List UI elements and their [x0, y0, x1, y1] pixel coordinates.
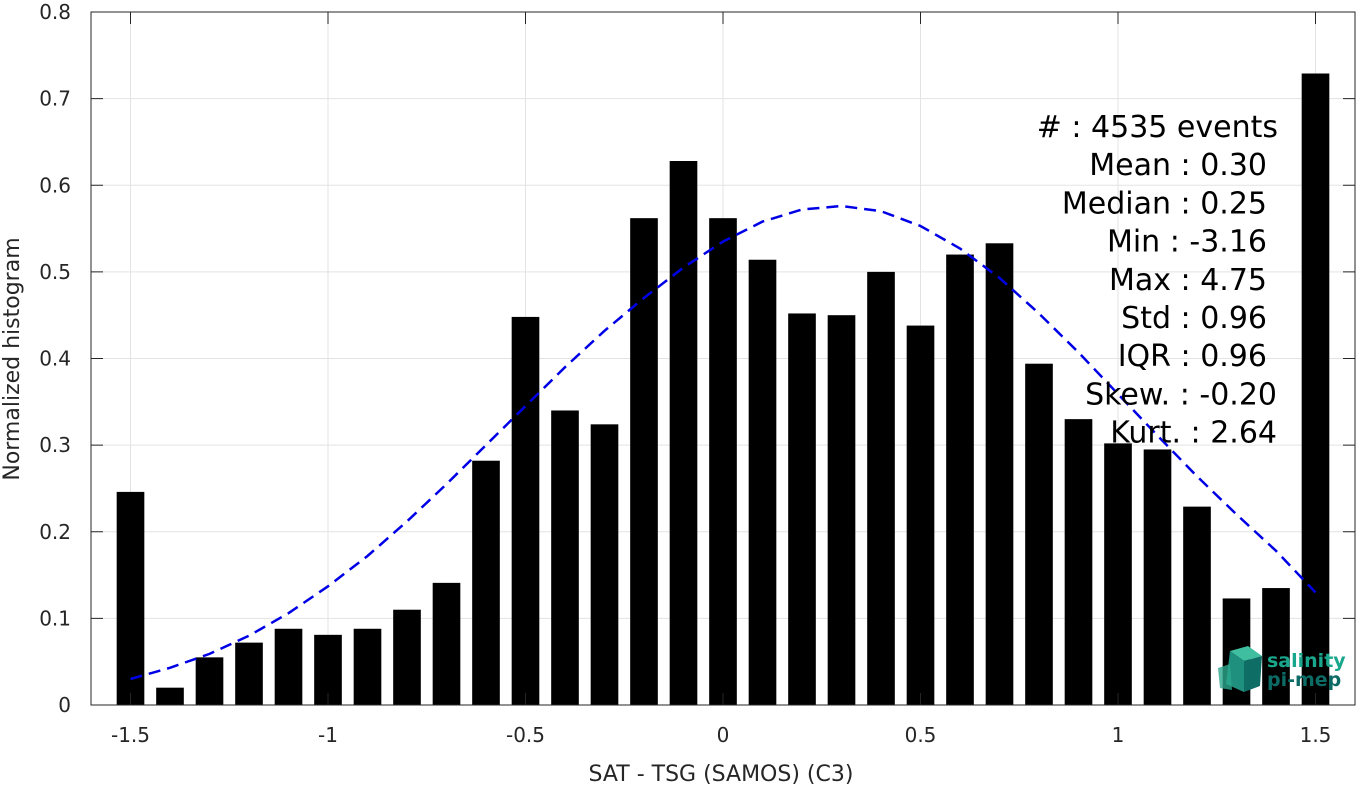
histogram-bar [906, 325, 935, 705]
y-tick-label: 0.7 [39, 87, 71, 111]
histogram-bar [630, 218, 658, 706]
histogram-bar [1025, 363, 1053, 705]
histogram-bar [1301, 73, 1330, 705]
x-tick-label: 0 [717, 723, 730, 747]
histogram-bar [195, 657, 224, 705]
salinity-pi-mep-logo: salinity pi-mep [1218, 646, 1346, 692]
y-tick-label: 0.4 [39, 347, 71, 371]
gaussian-fit-curve-group [130, 204, 1317, 681]
x-tick-label: -1 [318, 723, 338, 747]
stat-line: # : 4535 events [1037, 110, 1278, 145]
x-axis-title: SAT - TSG (SAMOS) (C3) [589, 762, 854, 785]
histogram-bar [156, 687, 184, 705]
y-tick-label: 0.1 [39, 606, 71, 630]
histogram-bar [235, 642, 263, 705]
y-tick-label: 0.2 [39, 520, 71, 544]
histogram-bar [432, 582, 461, 705]
x-tick-label: -0.5 [506, 723, 545, 747]
histogram-bar [669, 160, 698, 705]
logo-line-pi-mep: pi-mep [1267, 669, 1341, 691]
x-tick-label: 0.5 [905, 723, 937, 747]
histogram-bar [1183, 506, 1211, 705]
histogram-bar [1262, 588, 1290, 705]
y-tick-label: 0.6 [39, 173, 71, 197]
histogram-bar [551, 410, 579, 705]
histogram-bar [1143, 449, 1172, 705]
y-tick-label: 0.8 [39, 0, 71, 24]
histogram-bar [985, 243, 1014, 705]
histogram-bar [353, 628, 382, 705]
histogram-bar [748, 259, 777, 705]
histogram-bar [867, 271, 895, 705]
histogram-bar [946, 254, 974, 706]
histogram-bar [393, 609, 421, 705]
x-tick-label: 1 [1112, 723, 1125, 747]
histogram-bar [511, 316, 540, 705]
histogram-bar [472, 460, 500, 705]
stat-line: Max : 4.75 [1109, 263, 1267, 298]
y-tick-label: 0 [58, 693, 71, 717]
stat-line: Mean : 0.30 [1089, 148, 1267, 183]
y-axis-title: Normalized histogram [0, 237, 25, 480]
histogram-bar [1064, 419, 1093, 705]
x-tick-label: -1.5 [111, 723, 150, 747]
gaussian-fit-curve [130, 204, 1317, 681]
logo-line-salinity: salinity [1267, 650, 1346, 672]
stat-line: Skew. : -0.20 [1085, 377, 1277, 412]
histogram-bar [1104, 443, 1132, 705]
histogram-bar [590, 424, 619, 705]
y-tick-labels: 0 0.1 0.2 0.3 0.4 0.5 0.6 0.7 0.8 [39, 0, 71, 717]
y-tick-label: 0.5 [39, 260, 71, 284]
histogram-bar [116, 491, 145, 705]
stat-line: IQR : 0.96 [1118, 339, 1267, 374]
histogram-bar [827, 315, 856, 705]
y-tick-label: 0.3 [39, 433, 71, 457]
stat-line: Median : 0.25 [1062, 186, 1267, 221]
histogram-bars [116, 73, 1330, 706]
histogram-bar [274, 628, 303, 705]
x-tick-label: 1.5 [1300, 723, 1332, 747]
histogram-bar [788, 313, 816, 705]
axis-ticks [91, 11, 1355, 706]
cube-icon [1218, 646, 1262, 692]
stat-line: Min : -3.16 [1107, 225, 1267, 260]
x-tick-labels: -1.5 -1 -0.5 0 0.5 1 1.5 [111, 723, 1331, 747]
stat-line: Std : 0.96 [1121, 301, 1267, 336]
histogram-bar [709, 218, 737, 706]
stat-line: Kurt. : 2.64 [1110, 416, 1277, 451]
